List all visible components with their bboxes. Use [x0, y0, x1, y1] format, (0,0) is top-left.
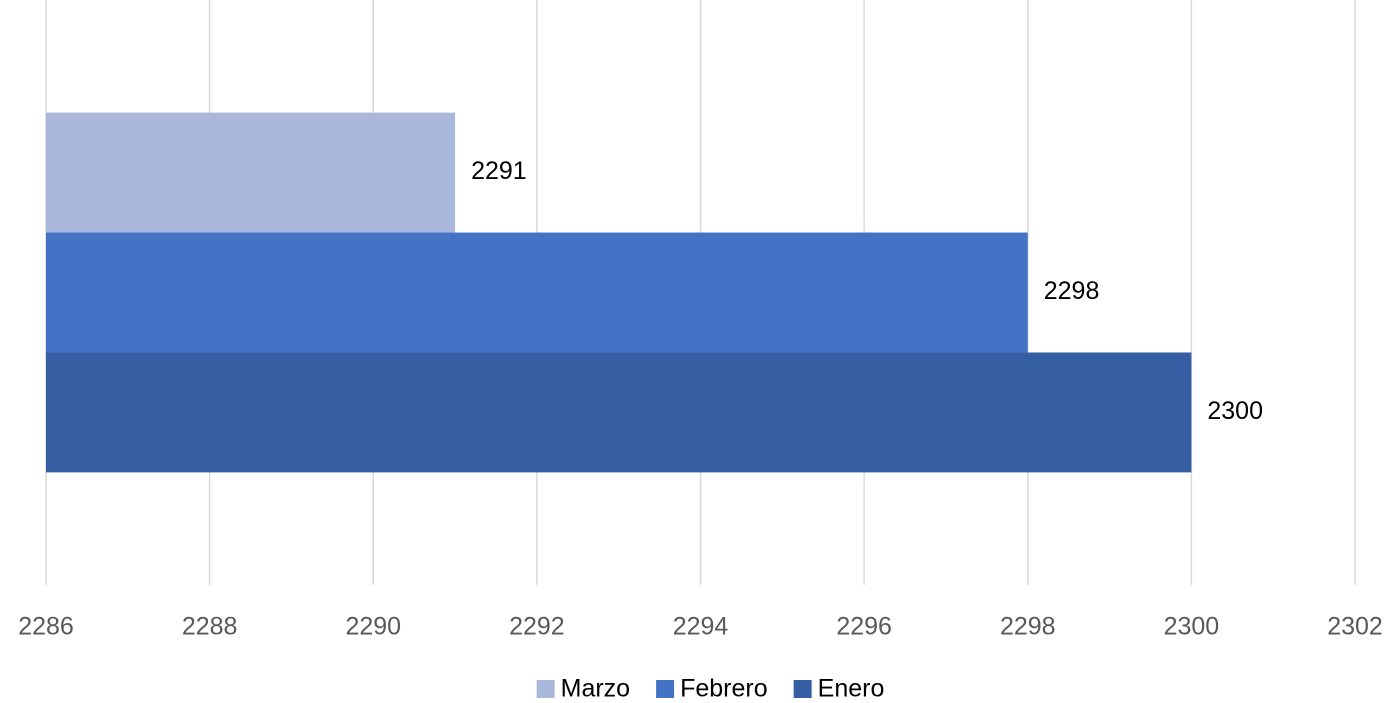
x-tick-label: 2286	[18, 613, 74, 641]
x-tick-label: 2294	[673, 613, 729, 641]
legend-label: Febrero	[680, 675, 768, 703]
data-label: 2300	[1207, 397, 1263, 425]
x-tick-label: 2292	[509, 613, 565, 641]
legend-swatch	[793, 680, 812, 698]
legend-label: Enero	[818, 675, 885, 703]
x-tick-label: 2296	[836, 613, 892, 641]
x-tick-label: 2288	[182, 613, 238, 641]
bar	[46, 112, 456, 233]
x-tick-label: 2302	[1327, 613, 1383, 641]
legend-swatch	[656, 680, 675, 698]
legend-label: Marzo	[561, 675, 630, 703]
bar	[46, 352, 1192, 473]
x-tick-label: 2290	[345, 613, 401, 641]
data-label: 2291	[471, 157, 527, 185]
x-tick-label: 2298	[1000, 613, 1056, 641]
data-label: 2298	[1044, 277, 1100, 305]
x-tick-label: 2300	[1164, 613, 1220, 641]
legend-swatch	[536, 680, 555, 698]
bar	[46, 232, 1028, 353]
